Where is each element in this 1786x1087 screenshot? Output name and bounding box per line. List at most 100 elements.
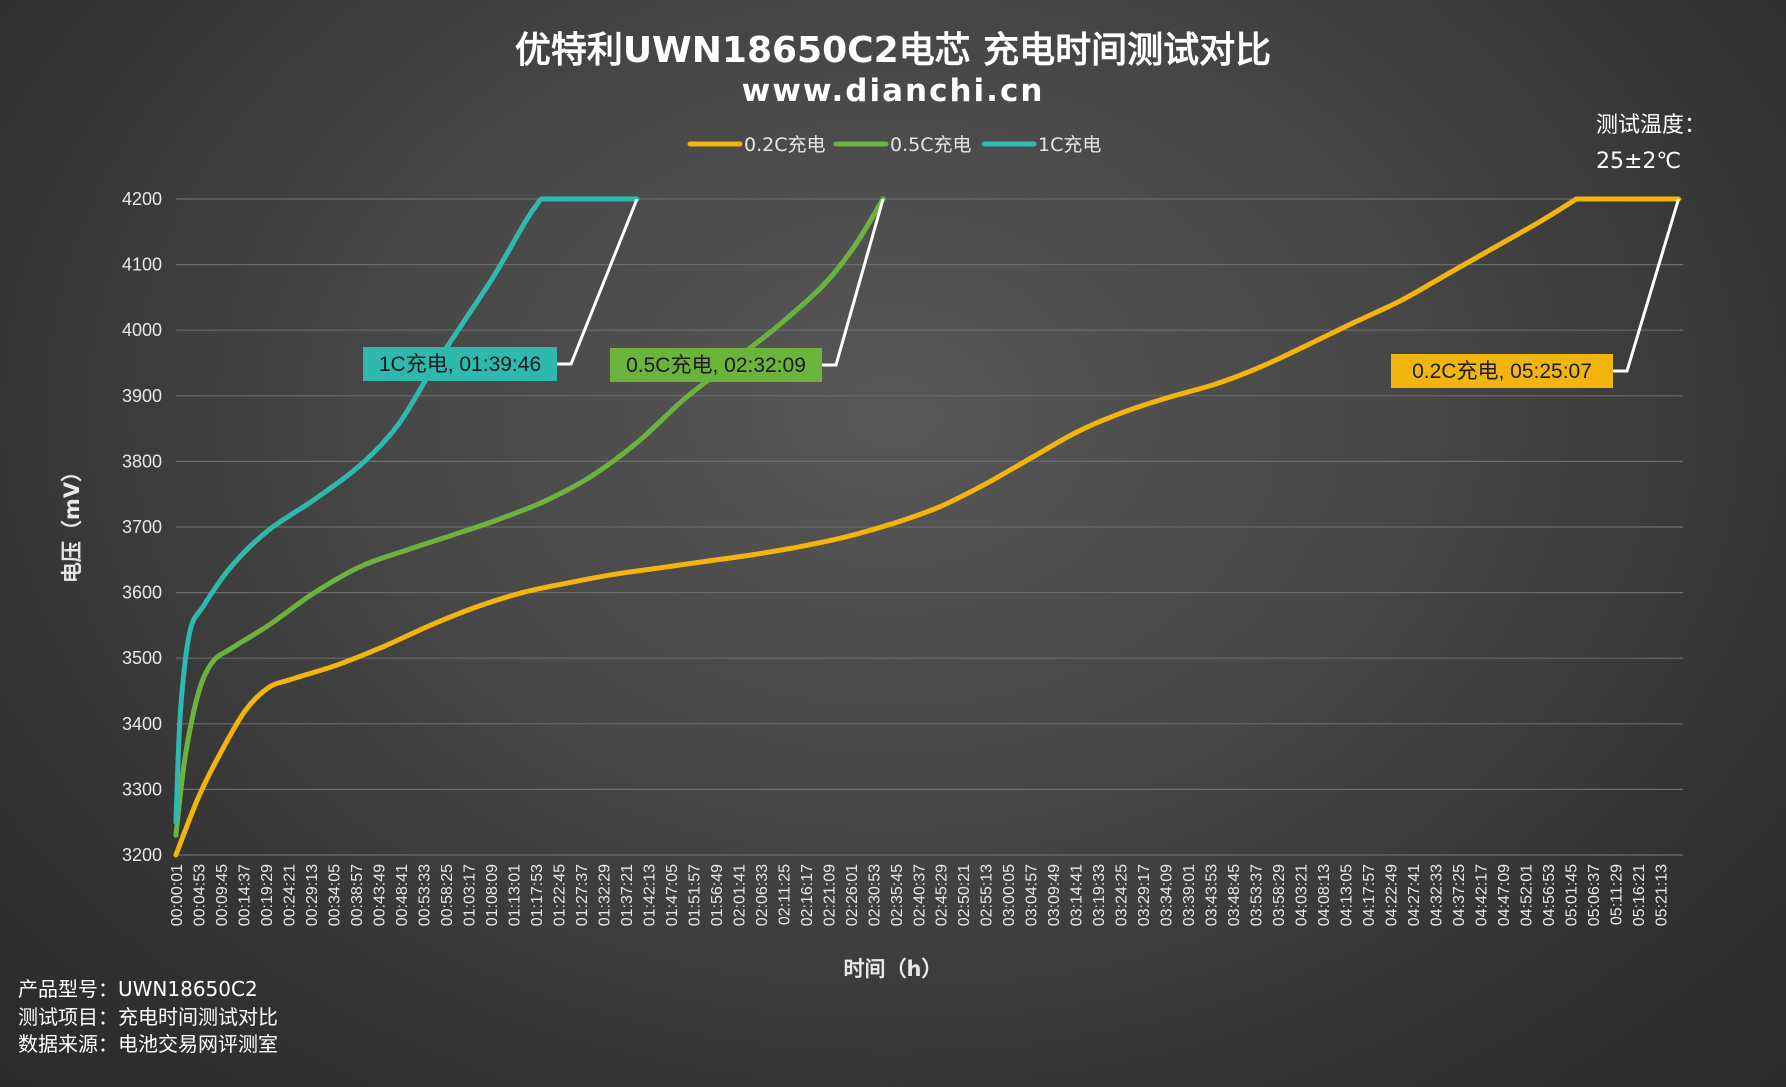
x-tick-label: 03:43:53 bbox=[1204, 864, 1221, 926]
annotation-box bbox=[1391, 354, 1613, 388]
x-tick-label: 04:37:25 bbox=[1451, 864, 1468, 926]
annotation-leader bbox=[557, 198, 639, 366]
x-tick-label: 04:27:41 bbox=[1406, 864, 1423, 926]
x-tick-label: 04:42:17 bbox=[1474, 864, 1491, 926]
x-tick-label: 01:37:21 bbox=[619, 864, 636, 926]
y-tick-label: 4000 bbox=[122, 320, 162, 340]
x-tick-label: 02:45:29 bbox=[934, 864, 951, 926]
x-tick-label: 05:11:29 bbox=[1609, 864, 1626, 925]
y-axis-ticks: 3200 3300 3400 3500 3600 3700 3800 3900 4000 4100… bbox=[122, 189, 162, 865]
x-tick-label: 03:14:41 bbox=[1069, 864, 1086, 926]
x-tick-label: 02:01:41 bbox=[731, 864, 748, 926]
y-tick-label: 3500 bbox=[122, 648, 162, 668]
x-tick-label: 01:27:37 bbox=[574, 864, 591, 926]
x-tick-label: 00:29:13 bbox=[304, 864, 321, 926]
x-tick-label: 01:32:29 bbox=[596, 864, 613, 926]
x-tick-label: 04:52:01 bbox=[1519, 864, 1536, 926]
x-tick-label: 03:39:01 bbox=[1181, 864, 1198, 926]
x-tick-label: 03:19:33 bbox=[1091, 864, 1108, 926]
x-tick-label: 02:50:21 bbox=[956, 864, 973, 926]
series-line-0.5C充电 bbox=[173, 196, 886, 838]
x-tick-label: 00:34:05 bbox=[326, 864, 343, 926]
x-tick-label: 01:47:05 bbox=[664, 864, 681, 926]
x-tick-label: 02:06:33 bbox=[754, 864, 771, 926]
annotation-box bbox=[610, 348, 822, 382]
temperature-label: 测试温度： bbox=[1596, 113, 1706, 138]
x-tick-label: 02:16:17 bbox=[799, 864, 816, 926]
y-tick-label: 3200 bbox=[122, 845, 162, 865]
x-tick-label: 01:17:53 bbox=[529, 864, 546, 926]
x-tick-label: 00:19:29 bbox=[259, 864, 276, 926]
x-tick-label: 03:09:49 bbox=[1046, 864, 1063, 926]
footer-source: 数据来源：电池交易网评测室 bbox=[18, 1032, 278, 1056]
series-line-0.2C充电 bbox=[173, 196, 1579, 858]
x-tick-label: 00:24:21 bbox=[281, 864, 298, 926]
annotation-label: 0.5C充电, 02:32:09 bbox=[626, 354, 806, 377]
y-tick-label: 4200 bbox=[122, 189, 162, 209]
x-tick-label: 02:21:09 bbox=[821, 864, 838, 926]
temperature-value: 25±2℃ bbox=[1596, 149, 1681, 174]
annotation-leader bbox=[1613, 198, 1680, 373]
x-tick-label: 00:53:33 bbox=[416, 864, 433, 926]
x-tick-label: 02:30:53 bbox=[866, 864, 883, 926]
x-tick-label: 04:17:57 bbox=[1361, 864, 1378, 926]
y-axis-title: 电压（mV） bbox=[60, 461, 84, 583]
x-axis-title: 时间（h） bbox=[844, 957, 943, 981]
x-tick-label: 02:26:01 bbox=[844, 864, 861, 926]
series-annotations: 0.2C充电, 05:25:07 0.5C充电, 02:32:09 1C充电, 01… bbox=[363, 198, 1680, 388]
x-tick-label: 05:21:13 bbox=[1654, 864, 1671, 926]
x-tick-label: 00:38:57 bbox=[349, 864, 366, 926]
x-tick-label: 01:51:57 bbox=[686, 864, 703, 926]
x-tick-label: 00:58:25 bbox=[439, 864, 456, 926]
series-lines bbox=[173, 196, 1682, 858]
x-tick-label: 05:01:45 bbox=[1564, 864, 1581, 926]
annotation-label: 0.2C充电, 05:25:07 bbox=[1412, 360, 1592, 383]
legend-entry: 0.5C充电 bbox=[890, 134, 971, 156]
x-tick-label: 03:34:09 bbox=[1159, 864, 1176, 926]
x-tick-label: 00:00:01 bbox=[169, 864, 186, 926]
legend-entry: 1C充电 bbox=[1038, 134, 1101, 156]
chart-subtitle: www.dianchi.cn bbox=[742, 73, 1045, 109]
chart-title: 优特利UWN18650C2电芯 充电时间测试对比 bbox=[515, 30, 1271, 71]
y-tick-label: 3600 bbox=[122, 583, 162, 603]
x-tick-label: 03:53:37 bbox=[1249, 864, 1266, 926]
x-tick-label: 00:43:49 bbox=[371, 864, 388, 926]
grid bbox=[176, 198, 1683, 856]
x-axis-ticks: 00:00:01 00:04:53 00:09:45 00:14:37 00:19:29… bbox=[169, 864, 1671, 926]
x-tick-label: 01:03:17 bbox=[461, 864, 478, 926]
x-tick-label: 04:08:13 bbox=[1316, 864, 1333, 926]
y-tick-label: 4100 bbox=[122, 255, 162, 275]
footer-test-item: 测试项目：充电时间测试对比 bbox=[18, 1005, 278, 1029]
legend-entry: 0.2C充电 bbox=[744, 134, 825, 156]
x-tick-label: 03:04:57 bbox=[1024, 864, 1041, 926]
x-tick-label: 02:40:37 bbox=[911, 864, 928, 926]
y-tick-label: 3300 bbox=[122, 779, 162, 799]
x-tick-label: 02:35:45 bbox=[889, 864, 906, 926]
annotation-label: 1C充电, 01:39:46 bbox=[379, 353, 541, 376]
y-tick-label: 3700 bbox=[122, 517, 162, 537]
series-line-1C充电 bbox=[173, 196, 544, 825]
x-tick-label: 04:47:09 bbox=[1496, 864, 1513, 926]
x-tick-label: 04:03:21 bbox=[1294, 864, 1311, 926]
x-tick-label: 02:11:25 bbox=[776, 864, 793, 925]
x-tick-label: 02:55:13 bbox=[979, 864, 996, 926]
legend: 0.2C充电 0.5C充电 1C充电 bbox=[687, 134, 1101, 156]
x-tick-label: 00:04:53 bbox=[191, 864, 208, 926]
x-tick-label: 04:32:33 bbox=[1429, 864, 1446, 926]
x-tick-label: 01:56:49 bbox=[709, 864, 726, 926]
x-tick-label: 05:06:37 bbox=[1586, 864, 1603, 926]
x-tick-label: 03:29:17 bbox=[1136, 864, 1153, 926]
x-tick-label: 00:48:41 bbox=[394, 864, 411, 926]
annotation-box bbox=[363, 347, 557, 381]
footer-model: 产品型号：UWN18650C2 bbox=[18, 977, 258, 1001]
x-tick-label: 00:09:45 bbox=[214, 864, 231, 926]
x-tick-label: 03:48:45 bbox=[1226, 864, 1243, 926]
x-tick-label: 00:14:37 bbox=[236, 864, 253, 926]
y-tick-label: 3400 bbox=[122, 714, 162, 734]
x-tick-label: 03:00:05 bbox=[1001, 864, 1018, 926]
annotation-leader bbox=[822, 198, 885, 367]
y-tick-label: 3900 bbox=[122, 386, 162, 406]
x-tick-label: 04:56:53 bbox=[1541, 864, 1558, 926]
y-tick-label: 3800 bbox=[122, 451, 162, 471]
x-tick-label: 04:13:05 bbox=[1339, 864, 1356, 926]
